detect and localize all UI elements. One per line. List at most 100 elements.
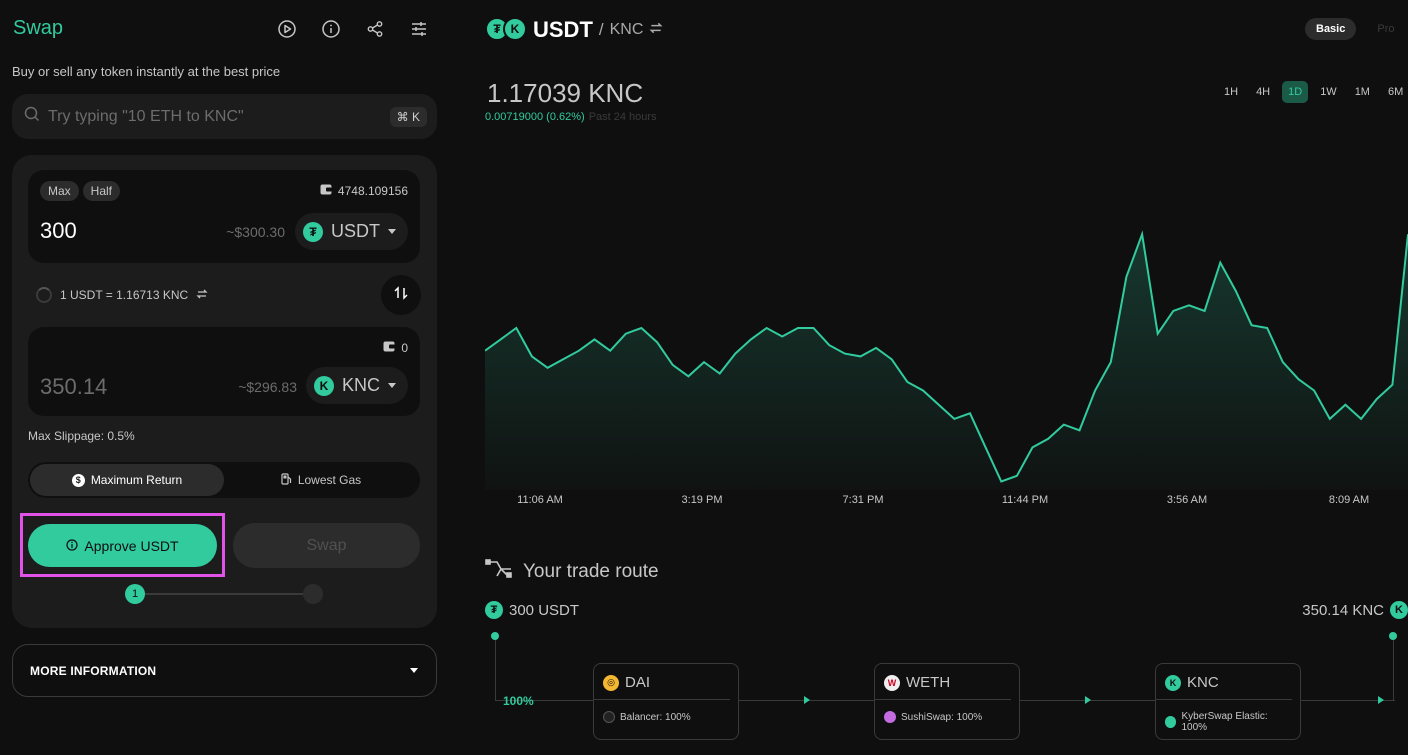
route-line-start [495, 636, 496, 701]
route-hop-knc: K KNC KyberSwap Elastic: 100% [1155, 663, 1301, 740]
route-to: 350.14 KNC K [1302, 601, 1408, 619]
timeframe-6m[interactable]: 6M [1387, 86, 1404, 98]
knc-token-icon: K [1165, 674, 1181, 691]
half-button[interactable]: Half [82, 181, 121, 201]
price-change-period: Past 24 hours [588, 111, 657, 123]
search-icon [24, 106, 40, 127]
route-arrow-icon [1085, 696, 1091, 704]
usdt-token-icon: ₮ [485, 601, 503, 619]
reverse-pair-icon[interactable] [649, 21, 663, 40]
refresh-timer-icon [36, 287, 52, 303]
output-usd-value: ~$296.83 [238, 379, 297, 395]
step-1: 1 [125, 584, 145, 604]
pair-base: USDT [533, 17, 593, 42]
info-icon[interactable] [320, 18, 342, 40]
approve-highlight [20, 513, 225, 577]
hop-exchange: Balancer: 100% [620, 711, 691, 723]
pro-mode-button[interactable]: Pro [1377, 23, 1395, 35]
chart-area-fill [485, 234, 1408, 490]
step-connector [135, 593, 313, 595]
x-tick-label: 11:44 PM [1001, 494, 1049, 506]
input-token-symbol: USDT [331, 221, 380, 241]
lowest-gas-option[interactable]: Lowest Gas [224, 464, 418, 496]
hop-exchange: KyberSwap Elastic: 100% [1181, 711, 1268, 733]
chart-x-axis: 11:06 AM 3:19 PM 7:31 PM 11:44 PM 3:56 AM 8:0… [485, 494, 1408, 508]
output-token-selector[interactable]: K KNC [305, 367, 408, 404]
route-arrow-icon [804, 696, 810, 704]
maximum-return-label: Maximum Return [90, 473, 183, 487]
search-input[interactable] [48, 107, 390, 126]
chevron-down-icon [388, 383, 396, 388]
share-icon[interactable] [364, 18, 386, 40]
exchange-rate-text: 1 USDT = 1.16713 KNC [60, 288, 189, 302]
max-slippage[interactable]: Max Slippage: 0.5% [28, 429, 135, 443]
weth-token-icon: W [884, 674, 900, 691]
exchange-rate: 1 USDT = 1.16713 KNC [36, 287, 208, 303]
swap-subtitle: Buy or sell any token instantly at the b… [12, 64, 281, 79]
switch-tokens-button[interactable] [381, 275, 421, 315]
lowest-gas-label: Lowest Gas [297, 473, 362, 487]
price-chart [485, 230, 1408, 490]
knc-token-icon: K [313, 375, 334, 396]
input-usd-value: ~$300.30 [226, 224, 285, 240]
knc-token-icon: K [1390, 601, 1408, 619]
input-amount-field[interactable] [40, 218, 190, 244]
progress-steps: 1 [125, 584, 323, 604]
timeframe-1w[interactable]: 1W [1320, 86, 1337, 98]
settings-sliders-icon[interactable] [408, 18, 430, 40]
play-icon[interactable] [276, 18, 298, 40]
timeframe-1m[interactable]: 1M [1354, 86, 1370, 98]
pair-logos: ₮ K [485, 17, 527, 43]
x-tick-label: 7:31 PM [842, 494, 884, 506]
x-tick-label: 3:56 AM [1166, 494, 1208, 506]
max-button[interactable]: Max [40, 181, 79, 201]
chevron-down-icon [388, 229, 396, 234]
usdt-token-icon: ₮ [303, 221, 323, 242]
search-shortcut-badge: ⌘ K [389, 106, 427, 127]
pair-separator: / [598, 20, 604, 39]
x-tick-label: 3:19 PM [681, 494, 723, 506]
price-change-value: 0.00719000 (0.62%) [485, 111, 585, 123]
maximum-return-option[interactable]: $ Maximum Return [30, 464, 224, 496]
gas-pump-icon [281, 472, 292, 488]
wallet-icon [320, 184, 332, 198]
input-token-selector[interactable]: ₮ USDT [295, 213, 408, 250]
reverse-rate-icon[interactable] [196, 288, 208, 303]
route-hop-weth: W WETH SushiSwap: 100% [874, 663, 1020, 740]
output-amount-field[interactable] [40, 374, 190, 400]
header-icons [276, 18, 430, 40]
timeframe-selector: 1H 4H 1D 1W 1M 6M [1218, 81, 1408, 103]
route-from: ₮ 300 USDT [485, 601, 579, 619]
output-balance-value: 0 [401, 341, 408, 355]
timeframe-1h[interactable]: 1H [1224, 86, 1239, 98]
x-tick-label: 8:09 AM [1328, 494, 1370, 506]
route-start-dot [491, 632, 499, 640]
route-hop-dai: ◎ DAI Balancer: 100% [593, 663, 739, 740]
timeframe-1d[interactable]: 1D [1282, 81, 1309, 103]
swap-arrows-icon [393, 285, 409, 306]
kyberswap-icon [1165, 716, 1177, 728]
output-token-symbol: KNC [341, 375, 380, 395]
hop-token: KNC [1187, 674, 1219, 691]
info-icon [66, 538, 79, 554]
more-information-toggle[interactable]: MORE INFORMATION [12, 644, 437, 697]
knc-token-icon: K [503, 17, 527, 41]
sushiswap-icon [884, 711, 896, 723]
search-bar: ⌘ K [12, 94, 437, 139]
route-to-amount: 350.14 KNC [1302, 601, 1384, 619]
approve-label: Approve USDT [84, 537, 179, 554]
approve-usdt-button[interactable]: Approve USDT [28, 524, 217, 567]
output-balance: 0 [383, 341, 408, 355]
route-line-end [1393, 636, 1394, 701]
chart-mode-toggle: Basic Pro [1305, 18, 1405, 40]
more-information-label: MORE INFORMATION [30, 663, 157, 678]
trade-route-header: Your trade route [485, 559, 659, 585]
swap-panel: Swap Buy or sell any token instantly at … [0, 0, 449, 755]
timeframe-4h[interactable]: 4H [1256, 86, 1271, 98]
route-from-amount: 300 USDT [509, 601, 580, 619]
wallet-icon [383, 341, 396, 355]
hop-exchange: SushiSwap: 100% [901, 711, 983, 723]
swap-button[interactable]: Swap [233, 523, 420, 568]
input-token-box: Max Half 4748.109156 ~$300.30 ₮ USDT [28, 170, 420, 263]
basic-mode-button[interactable]: Basic [1305, 18, 1357, 40]
